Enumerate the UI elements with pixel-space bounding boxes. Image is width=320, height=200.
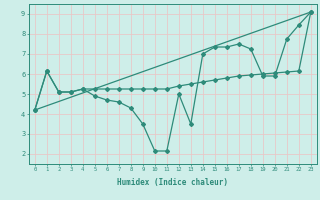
X-axis label: Humidex (Indice chaleur): Humidex (Indice chaleur) [117, 178, 228, 187]
